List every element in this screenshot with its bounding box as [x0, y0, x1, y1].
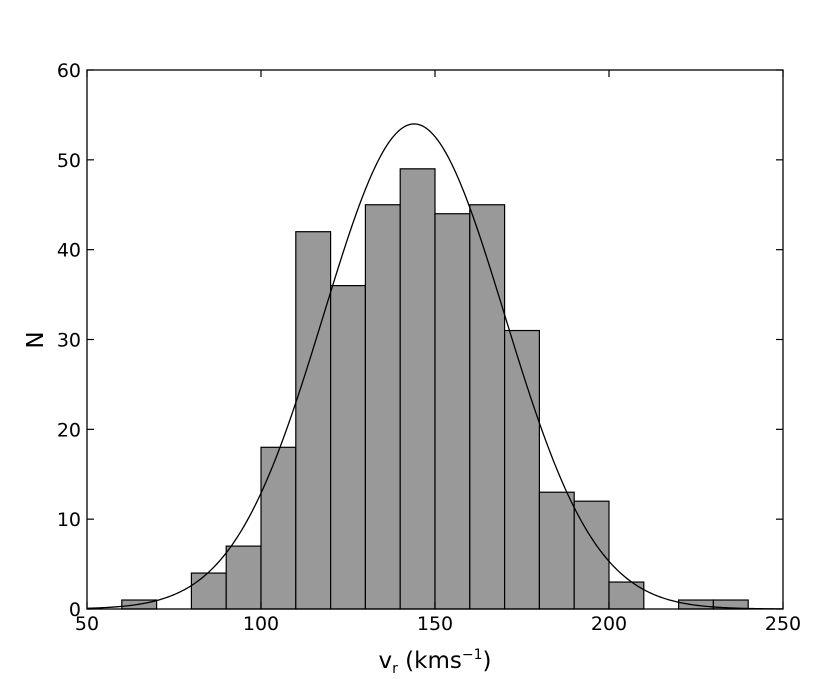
- tick-labels: 50 100 150 200 250 0 10 20 30 40 50 60: [57, 60, 801, 635]
- x-axis-label: vr (kms−1): [378, 647, 491, 677]
- x-tick-label: 200: [591, 613, 627, 635]
- histogram-bar: [538, 491, 575, 610]
- histogram-bar: [330, 285, 367, 610]
- gaussian-fit-curve: [86, 123, 784, 610]
- histogram-bars: [121, 168, 749, 610]
- x-tick-label: 100: [243, 613, 279, 635]
- histogram-bar: [434, 213, 471, 610]
- histogram-bar: [469, 204, 506, 610]
- y-axis-label: N: [23, 331, 49, 348]
- y-tick-label: 20: [57, 419, 81, 441]
- histogram-bar: [677, 599, 714, 610]
- x-axis-label-subscript: r: [392, 661, 398, 677]
- y-tick-label: 10: [57, 509, 81, 531]
- axis-ticks: [86, 69, 784, 610]
- x-axis-label-units-open: (kms: [398, 648, 462, 674]
- histogram-bar: [260, 446, 297, 610]
- histogram-bar: [295, 231, 332, 610]
- x-axis-label-units-close: ): [483, 648, 492, 674]
- x-axis-label-superscript: −1: [462, 647, 483, 663]
- histogram-bar: [399, 168, 436, 610]
- histogram-bar: [225, 545, 262, 610]
- x-tick-label: 250: [765, 613, 801, 635]
- y-tick-label: 50: [57, 150, 81, 172]
- y-tick-label: 0: [69, 599, 81, 621]
- y-tick-label: 40: [57, 240, 81, 262]
- x-tick-label: 50: [75, 613, 99, 635]
- histogram-bar: [364, 204, 401, 610]
- x-tick-label: 150: [417, 613, 453, 635]
- x-axis-label-base: v: [378, 648, 392, 674]
- histogram-bar: [504, 329, 541, 610]
- y-tick-label: 30: [57, 330, 81, 352]
- histogram-bar: [190, 572, 227, 610]
- y-tick-label: 60: [57, 60, 81, 82]
